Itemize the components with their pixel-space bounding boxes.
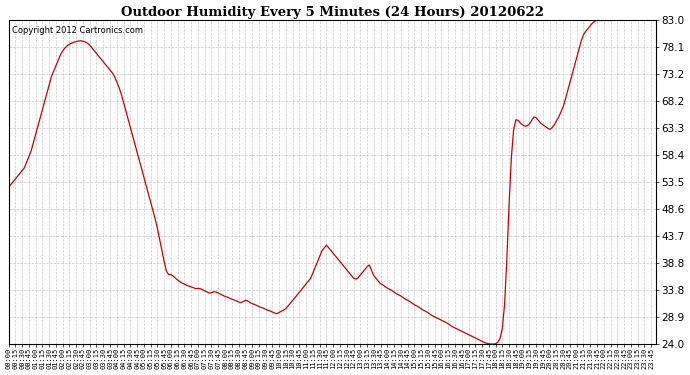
Title: Outdoor Humidity Every 5 Minutes (24 Hours) 20120622: Outdoor Humidity Every 5 Minutes (24 Hou… [121, 6, 544, 18]
Text: Copyright 2012 Cartronics.com: Copyright 2012 Cartronics.com [12, 26, 143, 35]
